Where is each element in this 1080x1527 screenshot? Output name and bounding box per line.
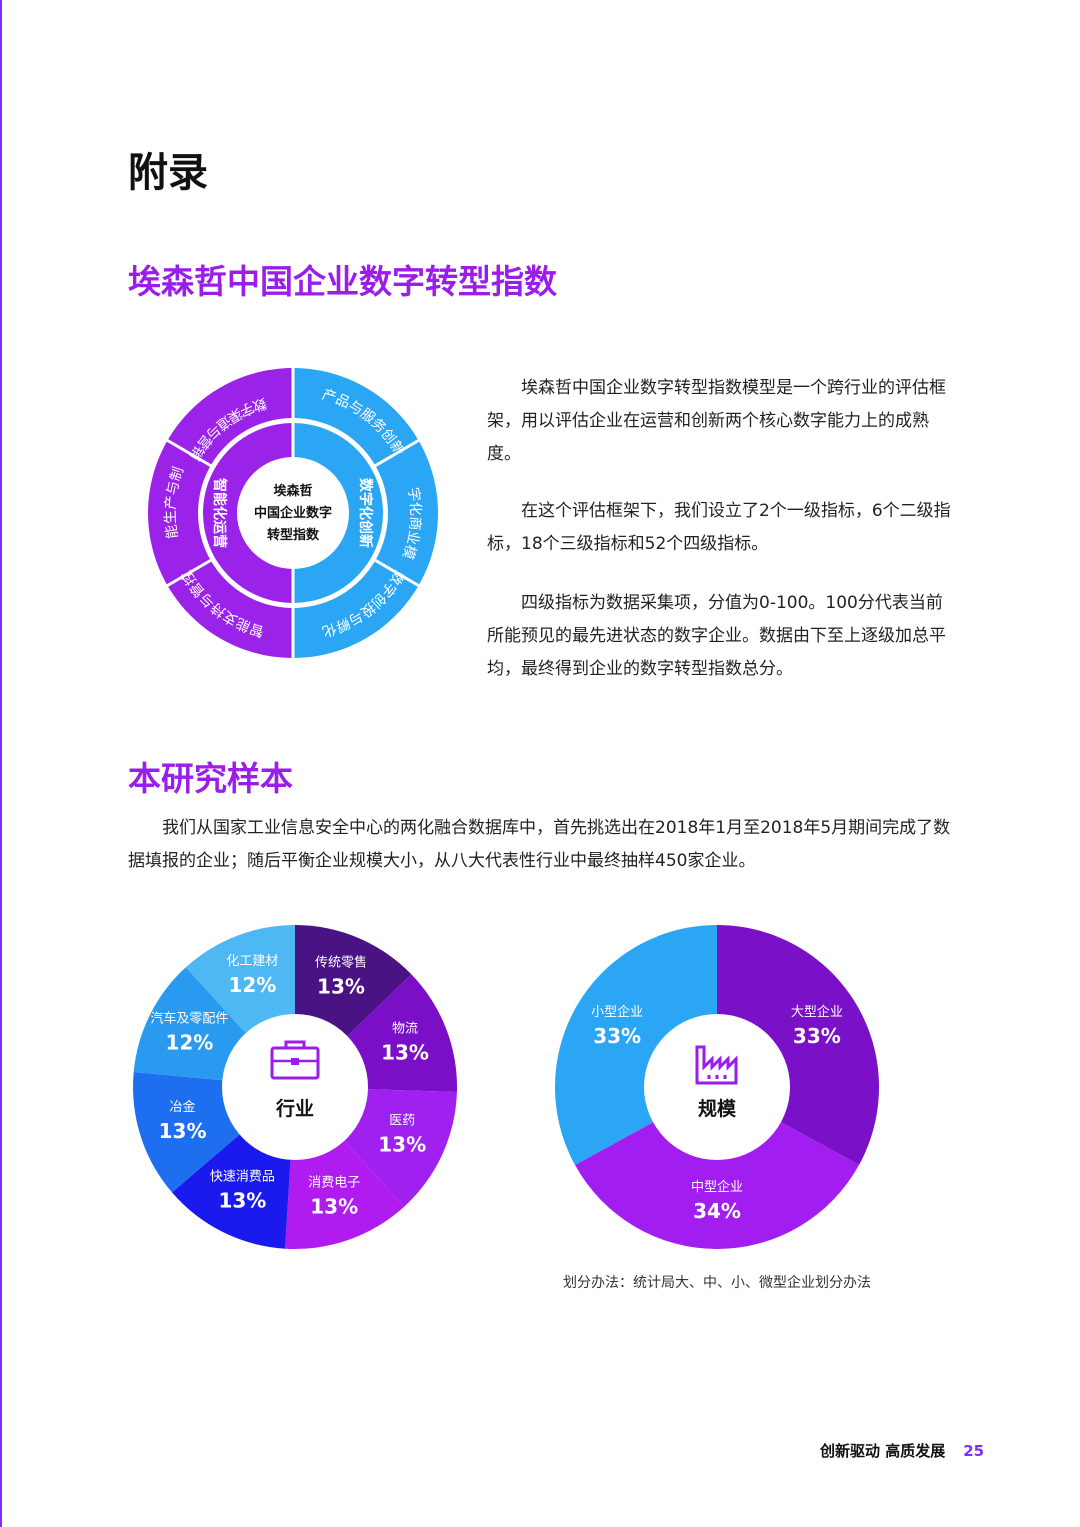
slice-category-label: 冶金 [170,1099,196,1115]
framework-center-line2: 中国企业数字 [254,505,332,521]
slice-value-label: 33% [593,1024,641,1048]
framework-center-line3: 转型指数 [267,527,320,543]
slice-category-label: 物流 [392,1021,418,1036]
sample-paragraph: 我们从国家工业信息安全中心的两化融合数据库中，首先挑选出在2018年1月至201… [128,818,951,871]
intro-paragraph-1: 埃森哲中国企业数字转型指数模型是一个跨行业的评估框架，用以评估企业在运营和创新两… [487,378,946,464]
slice-value-label: 13% [378,1132,426,1156]
slice-category-label: 消费电子 [308,1175,360,1190]
section-title-index: 埃森哲中国企业数字转型指数 [128,262,557,301]
factory-icon [695,1045,738,1085]
pie-slice-2 [575,1087,859,1249]
slice-value-label: 33% [793,1024,841,1048]
slice-value-label: 13% [381,1040,429,1064]
slice-value-label: 12% [165,1030,213,1054]
framework-inner-operation: 智能化运营 [211,477,228,548]
page-number: 25 [963,1442,985,1460]
industry-chart-title: 行业 [275,1097,314,1120]
slice-category-label: 化工建材 [226,954,278,969]
industry-donut-chart: 行业 传统零售 13% 物流 13% 医药 13% 消费电子 13% 快速消费品 13% 冶金 13%… [133,925,457,1249]
intro-paragraph-3: 四级指标为数据采集项，分值为0-100。100分代表当前所能预见的最先进状态的数… [487,593,946,679]
framework-center-line1: 埃森哲 [273,483,312,499]
slice-category-label: 小型企业 [591,1004,643,1020]
left-page-rule [0,0,2,1527]
briefcase-icon [270,1040,320,1080]
chart-note: 划分办法：统计局大、中、小、微型企业划分办法 [563,1275,871,1291]
scale-donut-chart: 规模 大型企业 33% 中型企业 34% 小型企业 33% [555,925,879,1249]
slice-value-label: 12% [228,973,276,997]
slice-value-label: 34% [693,1199,741,1223]
intro-paragraph-2: 在这个评估框架下，我们设立了2个一级指标，6个二级指标，18个三级指标和52个四… [487,501,951,554]
scale-chart-title: 规模 [698,1097,737,1120]
framework-inner-innovation: 数字化创新 [357,478,374,548]
slice-category-label: 医药 [389,1113,415,1128]
slice-category-label: 传统零售 [315,954,367,970]
slice-category-label: 中型企业 [691,1179,743,1195]
slice-value-label: 13% [317,974,365,998]
slice-category-label: 大型企业 [791,1004,843,1020]
slice-category-label: 快速消费品 [210,1170,275,1185]
footer-slogan: 创新驱动 高质发展 [820,1442,946,1460]
framework-diagram: 数字渠道与营销 产品与服务创新 数字化商业模式 数字创投与孵化 智能支持与管控 … [148,363,438,663]
page-footer: 创新驱动 高质发展 25 [820,1440,984,1461]
section-title-sample: 本研究样本 [128,759,293,798]
slice-category-label: 汽车及零配件 [150,1010,228,1026]
page-title: 附录 [128,150,208,196]
slice-value-label: 13% [159,1119,207,1143]
slice-value-label: 13% [310,1194,358,1218]
slice-value-label: 13% [218,1189,266,1213]
